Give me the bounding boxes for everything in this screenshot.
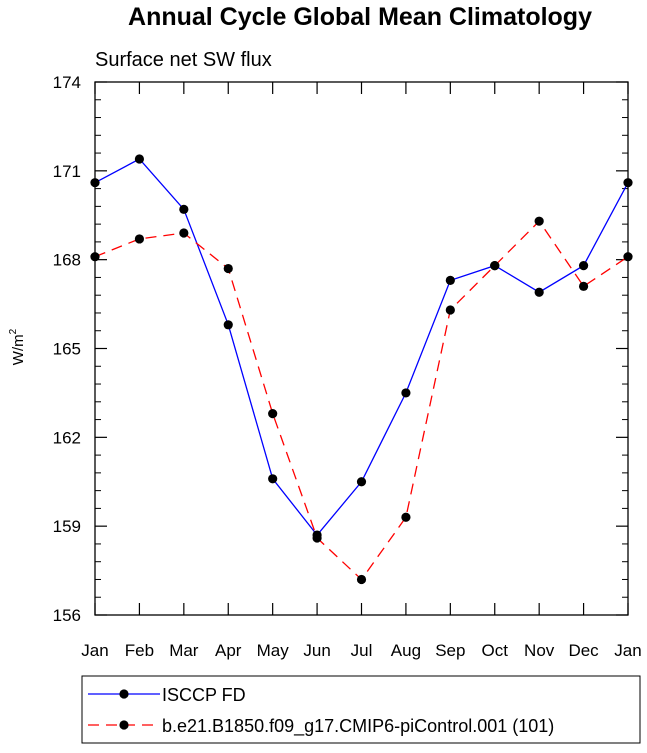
- legend: ISCCP FD b.e21.B1850.f09_g17.CMIP6-piCon…: [81, 675, 641, 744]
- chart-title: Annual Cycle Global Mean Climatology: [128, 3, 592, 31]
- legend-marker-series-1: [119, 720, 129, 730]
- y-axis-label: W/m2: [8, 328, 27, 365]
- x-tick-label: Jul: [351, 641, 373, 660]
- x-tick-label: May: [257, 641, 290, 660]
- series-0-point: [268, 474, 278, 484]
- y-tick-label: 171: [53, 162, 81, 181]
- svg-text:W/m2: W/m2: [8, 328, 27, 365]
- series-line-1: [94, 220, 629, 581]
- legend-marker-series-0: [119, 689, 129, 699]
- series-1-point: [490, 260, 500, 271]
- y-tick-label: 162: [53, 428, 81, 447]
- series-1-point: [534, 216, 544, 226]
- y-tick-label: 168: [53, 251, 81, 270]
- series-0-point: [401, 388, 411, 398]
- x-tick-label: Oct: [482, 641, 509, 660]
- series-1-point: [134, 234, 145, 244]
- legend-box: [81, 675, 641, 744]
- series-0-point: [534, 287, 544, 297]
- x-tick-label: Jan: [614, 641, 641, 660]
- series-0-point: [223, 320, 233, 330]
- series-1-point: [179, 228, 189, 238]
- labels-layer: 156 159 162 165 168 171 174 Jan Feb Mar Apr May Jun J…: [53, 73, 642, 660]
- series-0-point: [578, 260, 589, 271]
- series-layer: [90, 154, 633, 585]
- series-1-point: [356, 574, 367, 585]
- x-tick-label: Jun: [303, 641, 330, 660]
- y-tick-label: 159: [53, 517, 81, 536]
- series-1-point: [445, 305, 455, 315]
- legend-label-series-0: ISCCP FD: [162, 685, 246, 705]
- plot-frame: [94, 81, 629, 616]
- legend-label-series-1: b.e21.B1850.f09_g17.CMIP6-piControl.001 …: [162, 716, 554, 737]
- x-tick-label: Dec: [568, 641, 599, 660]
- x-tick-label: Jan: [81, 641, 108, 660]
- series-1-point: [268, 409, 278, 419]
- x-tick-label: Sep: [435, 641, 465, 660]
- x-tick-label: Nov: [524, 641, 555, 660]
- x-tick-label: Aug: [391, 641, 421, 660]
- y-tick-label: 165: [53, 340, 81, 359]
- y-tick-label: 156: [53, 606, 81, 625]
- x-tick-label: Feb: [125, 641, 154, 660]
- series-1-point: [401, 512, 411, 522]
- chart-subtitle: Surface net SW flux: [95, 49, 272, 71]
- series-0-point: [445, 275, 455, 285]
- y-axis-label-base: W/m: [10, 334, 27, 365]
- series-1-point: [578, 281, 589, 291]
- series-1-point: [223, 263, 233, 274]
- series-0-point: [356, 477, 367, 487]
- y-axis-label-exponent: 2: [8, 328, 19, 334]
- x-tick-label: Mar: [169, 641, 199, 660]
- series-0-point: [134, 154, 145, 164]
- series-0-point: [179, 204, 189, 214]
- ticks-layer: [94, 81, 629, 616]
- x-tick-label: Apr: [215, 641, 242, 660]
- y-tick-label: 174: [53, 73, 81, 92]
- series-1-point: [312, 533, 322, 543]
